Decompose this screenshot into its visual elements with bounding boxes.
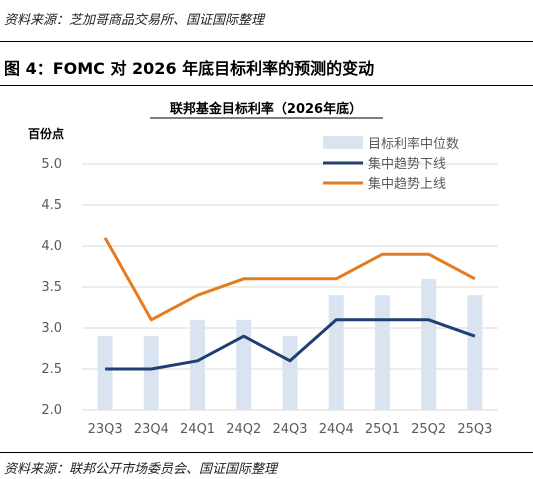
series-line bbox=[103, 237, 476, 322]
x-tick-label: 25Q3 bbox=[457, 422, 492, 437]
bar bbox=[328, 295, 344, 410]
bar bbox=[421, 278, 437, 410]
x-tick-label: 23Q3 bbox=[88, 422, 123, 437]
series-line bbox=[105, 318, 476, 371]
y-tick-label: 4.5 bbox=[41, 198, 62, 213]
y-tick-label: 4.0 bbox=[41, 239, 62, 254]
y-tick-label: 2.0 bbox=[41, 403, 62, 418]
divider-top bbox=[0, 41, 533, 42]
x-tick-label: 25Q2 bbox=[411, 422, 446, 437]
legend-swatch bbox=[323, 136, 363, 149]
divider-bottom bbox=[0, 452, 533, 453]
bar bbox=[282, 336, 298, 410]
x-tick-label: 24Q2 bbox=[226, 422, 261, 437]
figure-title: 图 4：FOMC 对 2026 年底目标利率的预测的变动 bbox=[4, 59, 375, 78]
x-tick-label: 24Q3 bbox=[272, 422, 307, 437]
x-tick-label: 25Q1 bbox=[365, 422, 400, 437]
bar bbox=[374, 295, 390, 410]
x-tick-label: 24Q4 bbox=[319, 422, 354, 437]
y-tick-label: 5.0 bbox=[41, 157, 62, 172]
y-tick-label: 2.5 bbox=[41, 362, 62, 377]
bar bbox=[143, 336, 159, 410]
legend-label: 目标利率中位数 bbox=[368, 136, 459, 152]
chart-title: 联邦基金目标利率（2026年底） bbox=[170, 101, 362, 117]
legend-label: 集中趋势下线 bbox=[368, 156, 446, 172]
y-axis-label: 百份点 bbox=[28, 126, 64, 141]
chart: 联邦基金目标利率（2026年底） 百份点 2.0 2.5 3.0 3.5 4.0 4.5 5… bbox=[28, 101, 498, 437]
divider-title bbox=[0, 85, 533, 86]
bar bbox=[467, 295, 483, 410]
x-tick-label: 23Q4 bbox=[134, 422, 169, 437]
legend-label: 集中趋势上线 bbox=[368, 176, 446, 192]
bar bbox=[236, 319, 252, 410]
y-tick-label: 3.5 bbox=[41, 280, 62, 295]
source-note-bottom: 资料来源：联邦公开市场委员会、国证国际整理 bbox=[4, 462, 278, 477]
bar bbox=[190, 319, 206, 410]
y-tick-label: 3.0 bbox=[41, 321, 62, 336]
source-note-top: 资料来源：芝加哥商品交易所、国证国际整理 bbox=[4, 13, 265, 28]
bar bbox=[97, 336, 113, 410]
x-tick-label: 24Q1 bbox=[180, 422, 215, 437]
